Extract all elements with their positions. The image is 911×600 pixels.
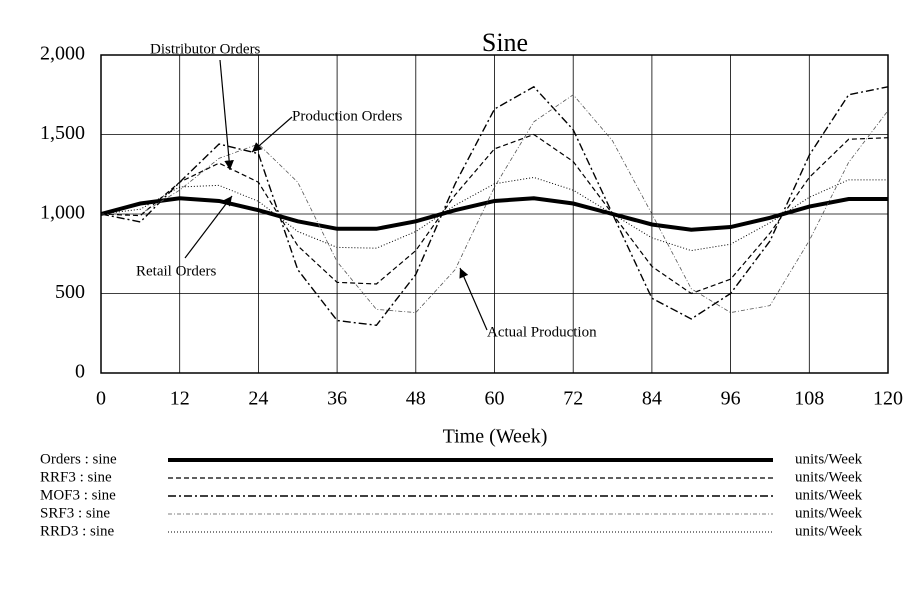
annotation-arrow — [251, 116, 293, 153]
legend-units: units/Week — [795, 523, 863, 539]
legend-label: RRF3 : sine — [40, 469, 112, 485]
annotation-arrow — [184, 195, 233, 259]
legend-units: units/Week — [795, 451, 863, 467]
x-tick-label: 12 — [170, 388, 190, 410]
legend-label: RRD3 : sine — [40, 523, 115, 539]
x-tick-label: 96 — [721, 388, 741, 410]
annotation-arrow — [459, 267, 488, 331]
legend-label: SRF3 : sine — [40, 505, 110, 521]
x-tick-label: 72 — [563, 388, 583, 410]
y-tick-label: 500 — [55, 281, 85, 303]
x-axis-label: Time (Week) — [443, 426, 548, 448]
annotation-arrow — [219, 59, 234, 171]
legend-units: units/Week — [795, 469, 863, 485]
y-tick-label: 1,500 — [40, 122, 85, 144]
series-line — [100, 196, 888, 232]
series-line — [100, 176, 888, 252]
annotation: Distributor Orders — [150, 41, 261, 57]
x-tick-label: 24 — [248, 388, 268, 410]
x-tick-label: 60 — [485, 388, 505, 410]
chart-title: Sine — [482, 28, 528, 57]
x-tick-label: 36 — [327, 388, 347, 410]
legend-label: MOF3 : sine — [40, 487, 116, 503]
y-tick-label: 0 — [75, 361, 85, 383]
x-tick-label: 0 — [96, 388, 106, 410]
annotation: Actual Production — [487, 324, 597, 340]
y-tick-label: 1,000 — [40, 202, 85, 224]
y-tick-label: 2,000 — [40, 43, 85, 65]
legend-units: units/Week — [795, 505, 863, 521]
x-tick-label: 120 — [873, 388, 903, 410]
annotation: Production Orders — [292, 108, 403, 124]
series-line — [100, 85, 889, 327]
legend-units: units/Week — [795, 487, 863, 503]
x-tick-label: 84 — [642, 388, 662, 410]
annotation: Retail Orders — [136, 263, 217, 279]
x-tick-label: 108 — [794, 388, 824, 410]
legend-label: Orders : sine — [40, 451, 117, 467]
x-tick-label: 48 — [406, 388, 426, 410]
